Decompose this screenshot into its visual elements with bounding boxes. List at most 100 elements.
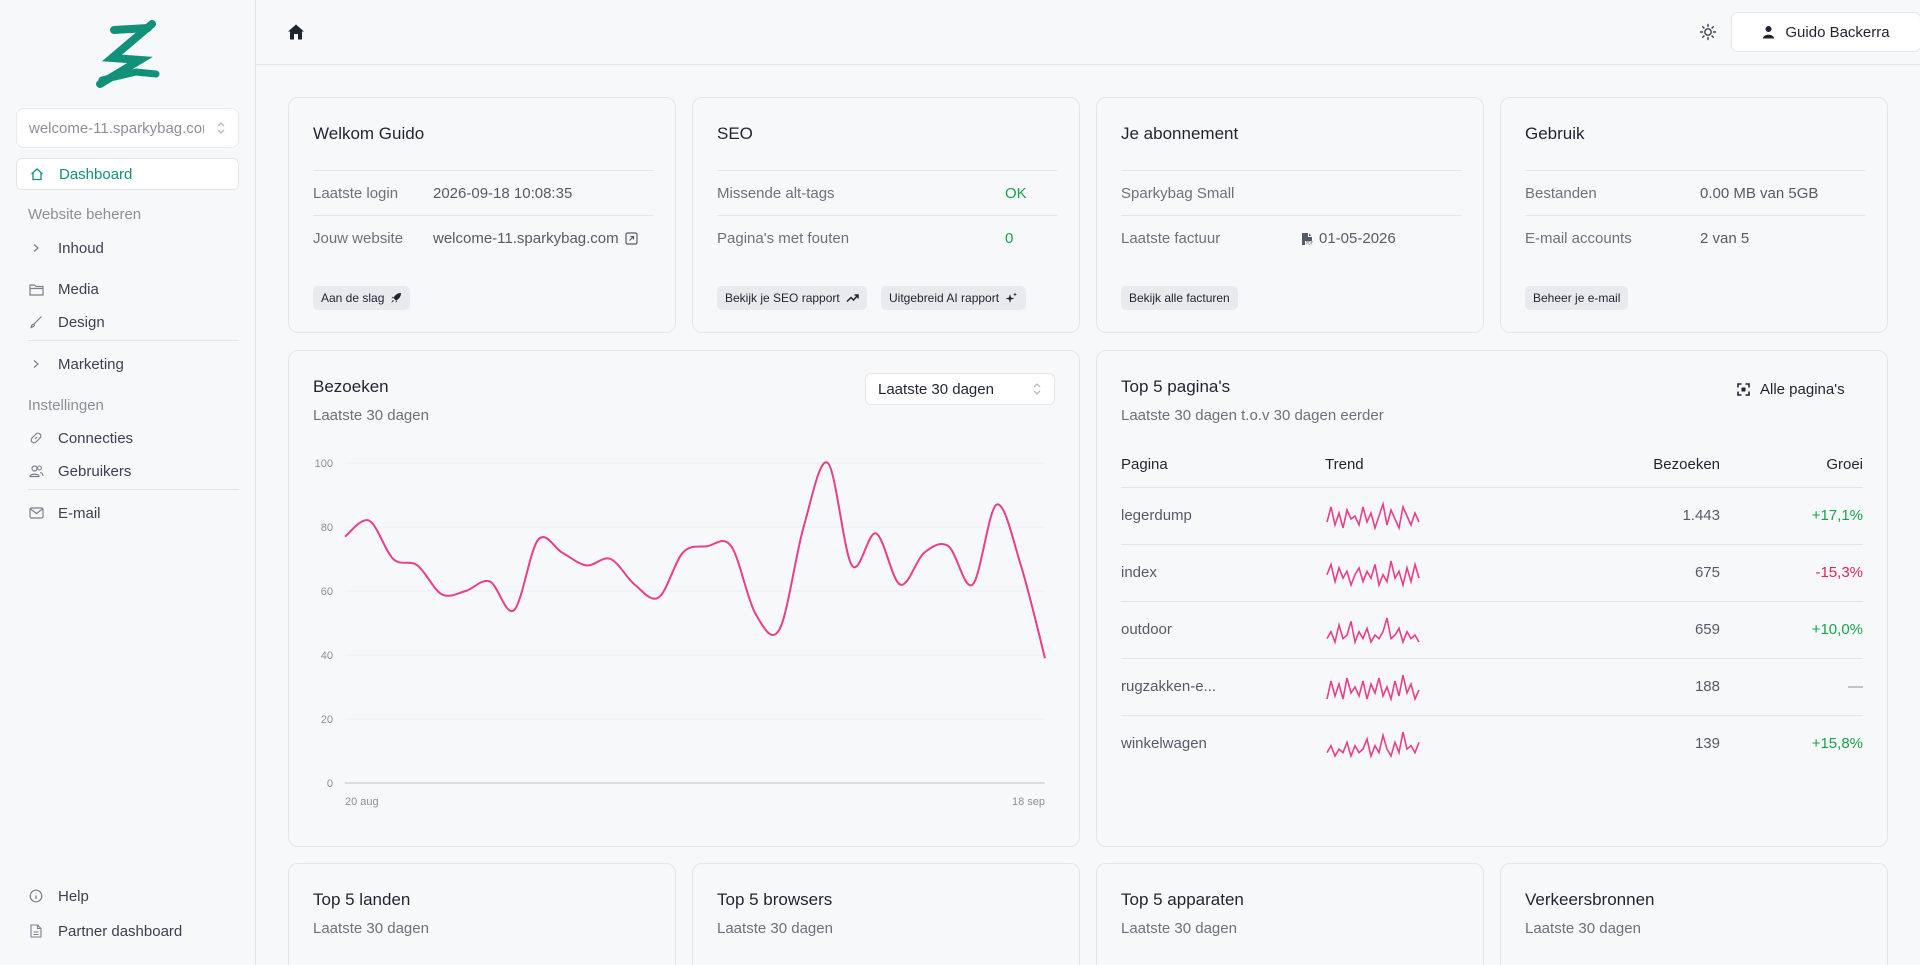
trending-up-icon bbox=[846, 294, 859, 303]
trend-sparkline bbox=[1326, 674, 1420, 702]
nav-partner-label: Partner dashboard bbox=[58, 922, 183, 940]
nav-help[interactable]: Help bbox=[16, 880, 239, 912]
page-name: outdoor bbox=[1121, 621, 1172, 638]
nav-design[interactable]: Design bbox=[16, 306, 239, 338]
nav-design-label: Design bbox=[58, 313, 105, 331]
col-visits: Bezoeken bbox=[1653, 456, 1720, 473]
invoice-link[interactable]: PDF 01-05-2026 bbox=[1301, 230, 1396, 247]
updown-icon bbox=[1033, 383, 1041, 395]
errors-label: Pagina's met fouten bbox=[717, 230, 850, 247]
visits-subtitle: Laatste 30 dagen bbox=[313, 407, 429, 424]
last-login-label: Laatste login bbox=[313, 185, 399, 202]
nav-media[interactable]: Media bbox=[16, 273, 239, 305]
expand-icon bbox=[1737, 383, 1750, 396]
top-pages-subtitle: Laatste 30 dagen t.o.v 30 dagen eerder bbox=[1121, 407, 1384, 424]
divider bbox=[313, 215, 653, 216]
get-started-chip[interactable]: Aan de slag bbox=[313, 286, 411, 310]
nav-marketing[interactable]: Marketing bbox=[16, 348, 239, 380]
top-pages-title: Top 5 pagina's bbox=[1121, 377, 1231, 396]
divider bbox=[313, 170, 653, 171]
mail-icon bbox=[28, 505, 44, 521]
y-tick-label: 40 bbox=[321, 650, 333, 662]
user-menu-button[interactable]: Guido Backerra bbox=[1731, 12, 1920, 52]
nav-gebruikers[interactable]: Gebruikers bbox=[16, 455, 239, 487]
y-tick-label: 20 bbox=[321, 714, 333, 726]
page-growth: -15,3% bbox=[1815, 564, 1863, 581]
info-icon bbox=[28, 888, 44, 904]
table-row[interactable]: outdoor 659 +10,0% bbox=[1121, 601, 1863, 658]
sidebar-divider bbox=[28, 340, 239, 341]
nav-connecties[interactable]: Connecties bbox=[16, 422, 239, 454]
table-row[interactable]: winkelwagen 139 +15,8% bbox=[1121, 715, 1863, 772]
plan-name: Sparkybag Small bbox=[1121, 185, 1235, 202]
nav-connecties-label: Connecties bbox=[58, 429, 134, 447]
email-accounts-row: E-mail accounts 2 van 5 bbox=[1525, 216, 1865, 261]
table-header: Pagina Trend Bezoeken Groei bbox=[1121, 456, 1863, 480]
trend-sparkline bbox=[1326, 617, 1420, 645]
site-select[interactable]: welcome-11.sparkybag.com bbox=[16, 108, 239, 148]
devices-subtitle: Laatste 30 dagen bbox=[1121, 920, 1237, 937]
countries-card: Top 5 landen Laatste 30 dagen bbox=[288, 863, 676, 965]
trend-sparkline bbox=[1326, 560, 1420, 589]
all-invoices-chip[interactable]: Bekijk alle facturen bbox=[1121, 286, 1238, 310]
rocket-icon bbox=[391, 293, 402, 303]
seo-report-chip[interactable]: Bekijk je SEO rapport bbox=[717, 286, 867, 310]
col-trend: Trend bbox=[1325, 456, 1364, 473]
brush-icon bbox=[28, 314, 44, 330]
visits-title: Bezoeken bbox=[313, 377, 389, 396]
nav-email-label: E-mail bbox=[58, 504, 101, 522]
svg-text:PDF: PDF bbox=[1306, 240, 1314, 245]
all-pages-label: Alle pagina's bbox=[1760, 381, 1845, 398]
nav-email[interactable]: E-mail bbox=[16, 497, 239, 529]
traffic-sources-card: Verkeersbronnen Laatste 30 dagen bbox=[1500, 863, 1888, 965]
table-row[interactable]: index 675 -15,3% bbox=[1121, 544, 1863, 601]
countries-title: Top 5 landen bbox=[313, 890, 411, 909]
sparkybag-logo[interactable] bbox=[92, 20, 164, 90]
home-icon[interactable] bbox=[286, 22, 306, 42]
nav-inhoud[interactable]: Inhoud bbox=[16, 232, 239, 264]
col-page: Pagina bbox=[1121, 456, 1168, 473]
sparkline-path bbox=[1326, 560, 1420, 589]
traffic-subtitle: Laatste 30 dagen bbox=[1525, 920, 1641, 937]
page-growth: +15,8% bbox=[1811, 735, 1863, 752]
page-visits: 188 bbox=[1694, 678, 1720, 695]
nav-dashboard[interactable]: Dashboard bbox=[16, 158, 239, 190]
sparkline-path bbox=[1326, 674, 1420, 702]
y-tick-label: 100 bbox=[315, 458, 333, 470]
manage-email-chip[interactable]: Beheer je e-mail bbox=[1525, 286, 1629, 310]
traffic-title: Verkeersbronnen bbox=[1525, 890, 1655, 909]
nav-partner-dashboard[interactable]: Partner dashboard bbox=[16, 915, 239, 947]
files-value: 0.00 MB van 5GB bbox=[1700, 185, 1819, 202]
nav-inhoud-label: Inhoud bbox=[58, 239, 104, 257]
chevron-right-icon bbox=[28, 356, 44, 372]
divider bbox=[717, 170, 1057, 171]
page-visits: 675 bbox=[1694, 564, 1720, 581]
table-row[interactable]: rugzakken-e... 188 — bbox=[1121, 658, 1863, 715]
files-row: Bestanden 0.00 MB van 5GB bbox=[1525, 171, 1865, 216]
visits-card: Bezoeken Laatste 30 dagen Laatste 30 dag… bbox=[288, 350, 1080, 847]
website-label: Jouw website bbox=[313, 230, 404, 247]
user-icon bbox=[1763, 26, 1775, 39]
sidebar: welcome-11.sparkybag.com Dashboard Websi… bbox=[0, 0, 256, 965]
sparkline-path bbox=[1326, 617, 1420, 645]
theme-toggle-sun-icon[interactable] bbox=[1698, 22, 1718, 42]
website-value: welcome-11.sparkybag.com bbox=[433, 230, 619, 247]
visits-line-chart: 0 20 40 60 80 100 20 aug 18 sep bbox=[315, 458, 1046, 808]
divider bbox=[717, 215, 1057, 216]
top-pages-card: Top 5 pagina's Laatste 30 dagen t.o.v 30… bbox=[1096, 350, 1888, 847]
devices-title: Top 5 apparaten bbox=[1121, 890, 1244, 909]
subscription-card: Je abonnement Sparkybag Small Laatste fa… bbox=[1096, 97, 1484, 333]
home-icon bbox=[29, 166, 45, 182]
alt-tags-value: OK bbox=[1005, 185, 1027, 202]
link-icon bbox=[28, 430, 44, 446]
all-pages-button[interactable]: Alle pagina's bbox=[1737, 381, 1845, 398]
ai-report-chip[interactable]: Uitgebreid AI rapport bbox=[881, 286, 1027, 310]
table-row[interactable]: legerdump 1.443 +17,1% bbox=[1121, 487, 1863, 544]
range-select[interactable]: Laatste 30 dagen bbox=[865, 373, 1055, 405]
site-select-value: welcome-11.sparkybag.com bbox=[29, 119, 204, 137]
page-growth: +17,1% bbox=[1811, 507, 1863, 524]
website-link[interactable]: welcome-11.sparkybag.com bbox=[433, 230, 638, 247]
section-website-label: Website beheren bbox=[28, 206, 142, 223]
errors-row: Pagina's met fouten 0 bbox=[717, 216, 1057, 261]
x-tick-label: 20 aug bbox=[345, 796, 379, 808]
